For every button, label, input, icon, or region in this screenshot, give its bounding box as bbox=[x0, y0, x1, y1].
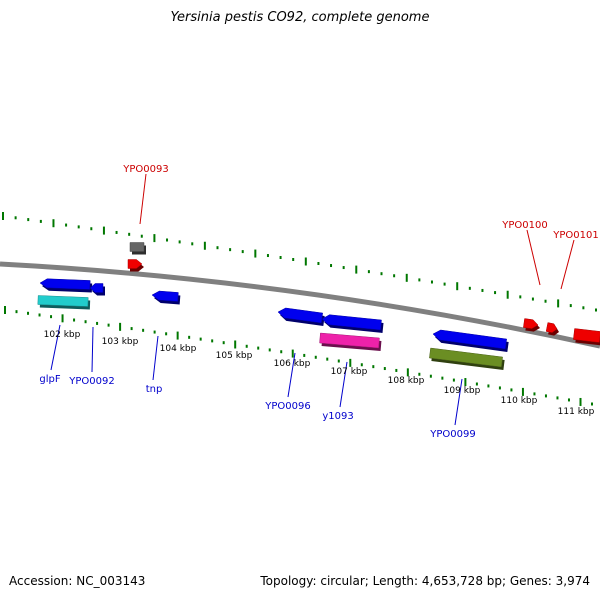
gene-cyan[interactable] bbox=[37, 295, 91, 310]
accession-text: Accession: NC_003143 bbox=[9, 574, 146, 588]
scale-label-107-kbp: 107 kbp bbox=[331, 367, 368, 377]
scale-label-110-kbp: 110 kbp bbox=[501, 396, 538, 406]
leader-y1093 bbox=[339, 361, 348, 408]
scale-label-106-kbp: 106 kbp bbox=[274, 359, 311, 369]
scale-label-105-kbp: 105 kbp bbox=[216, 351, 253, 361]
gene-y1093[interactable] bbox=[319, 332, 382, 351]
gene-glpf[interactable] bbox=[39, 278, 93, 293]
map-title: Yersinia pestis CO92, complete genome bbox=[170, 10, 430, 25]
gene-label-ypo0093: YPO0093 bbox=[122, 164, 168, 175]
leader-tnp bbox=[152, 335, 159, 381]
gene-label-ypo0101: YPO0101 bbox=[552, 230, 598, 241]
gene-label-ypo0096: YPO0096 bbox=[264, 401, 310, 412]
leader-ypo0099 bbox=[454, 378, 463, 426]
scale-label-111-kbp: 111 kbp bbox=[558, 407, 595, 417]
scale-label-102-kbp: 102 kbp bbox=[44, 330, 81, 340]
gene-y1093-arrow[interactable] bbox=[321, 314, 384, 333]
scale-label-109-kbp: 109 kbp bbox=[444, 386, 481, 396]
gene-ypo0099[interactable] bbox=[429, 347, 505, 370]
gene-label-tnp: tnp bbox=[146, 384, 163, 395]
scale-label-104-kbp: 104 kbp bbox=[160, 344, 197, 354]
gene-red-edge[interactable] bbox=[573, 328, 600, 346]
leader-ypo0100 bbox=[526, 229, 541, 286]
gene-label-ypo0100: YPO0100 bbox=[501, 220, 547, 231]
genome-summary-text: Topology: circular; Length: 4,653,728 bp… bbox=[260, 574, 590, 588]
leader-ypo0096 bbox=[287, 352, 296, 398]
gene-label-y1093: y1093 bbox=[322, 411, 353, 422]
gene-ypo0101[interactable] bbox=[545, 322, 559, 336]
gene-ypo0092[interactable] bbox=[89, 283, 105, 296]
genome-backbone bbox=[0, 261, 600, 349]
leader-ypo0093 bbox=[139, 173, 147, 225]
gene-ypo0099-arrow[interactable] bbox=[432, 329, 509, 352]
scale-label-108-kbp: 108 kbp bbox=[388, 376, 425, 386]
gene-label-ypo0092: YPO0092 bbox=[68, 376, 114, 387]
gene-ypo0100[interactable] bbox=[523, 318, 540, 332]
gene-ypo0093[interactable] bbox=[127, 259, 144, 272]
leader-ypo0092 bbox=[91, 326, 94, 373]
leader-glpf bbox=[50, 324, 61, 371]
gene-gray[interactable] bbox=[129, 242, 146, 255]
gene-tnp[interactable] bbox=[151, 290, 181, 305]
gene-label-glpf: glpF bbox=[39, 374, 60, 385]
leader-ypo0101 bbox=[560, 239, 575, 290]
gene-ypo0096[interactable] bbox=[277, 307, 325, 326]
gene-label-ypo0099: YPO0099 bbox=[429, 429, 475, 440]
scale-label-103-kbp: 103 kbp bbox=[102, 337, 139, 347]
